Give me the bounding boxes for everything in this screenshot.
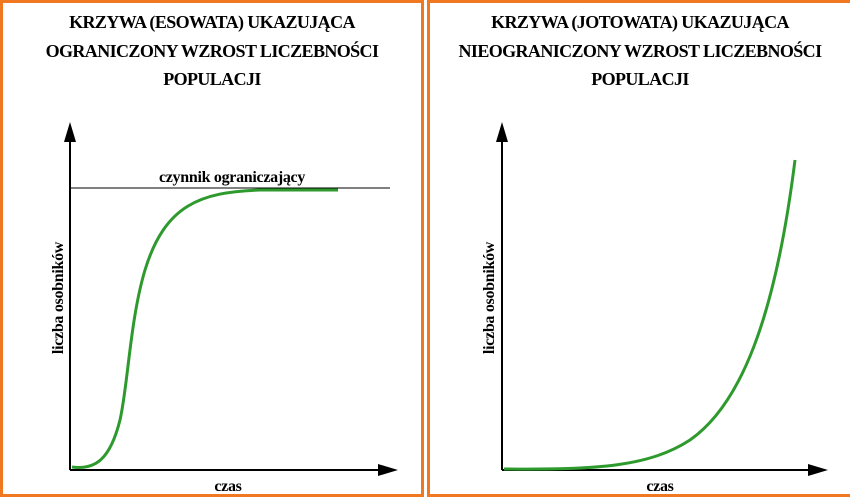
panel-title: POPULACJI [163,69,261,89]
panel-title: NIEOGRANICZONY WZROST LICZEBNOŚCI [459,40,823,61]
arrow [808,464,828,476]
arrow [496,122,508,142]
arrow [378,464,398,476]
panel-title: KRZYWA (ESOWATA) UKAZUJĄCA [69,12,355,33]
x-axis-label: czas [646,478,673,495]
y-axis-label: liczba osobników [50,241,67,354]
annotation: czynnik ograniczający [159,169,305,186]
panel-title: OGRANICZONY WZROST LICZEBNOŚCI [46,40,379,61]
panel-title: KRZYWA (JOTOWATA) UKAZUJĄCA [491,12,789,33]
panel-border [0,0,424,497]
y-axis-label: liczba osobników [481,241,498,354]
s-curve [71,188,338,469]
x-axis-label: czas [214,478,241,495]
j-curve [503,159,797,471]
panel-title: POPULACJI [591,69,689,89]
arrow [64,122,76,142]
